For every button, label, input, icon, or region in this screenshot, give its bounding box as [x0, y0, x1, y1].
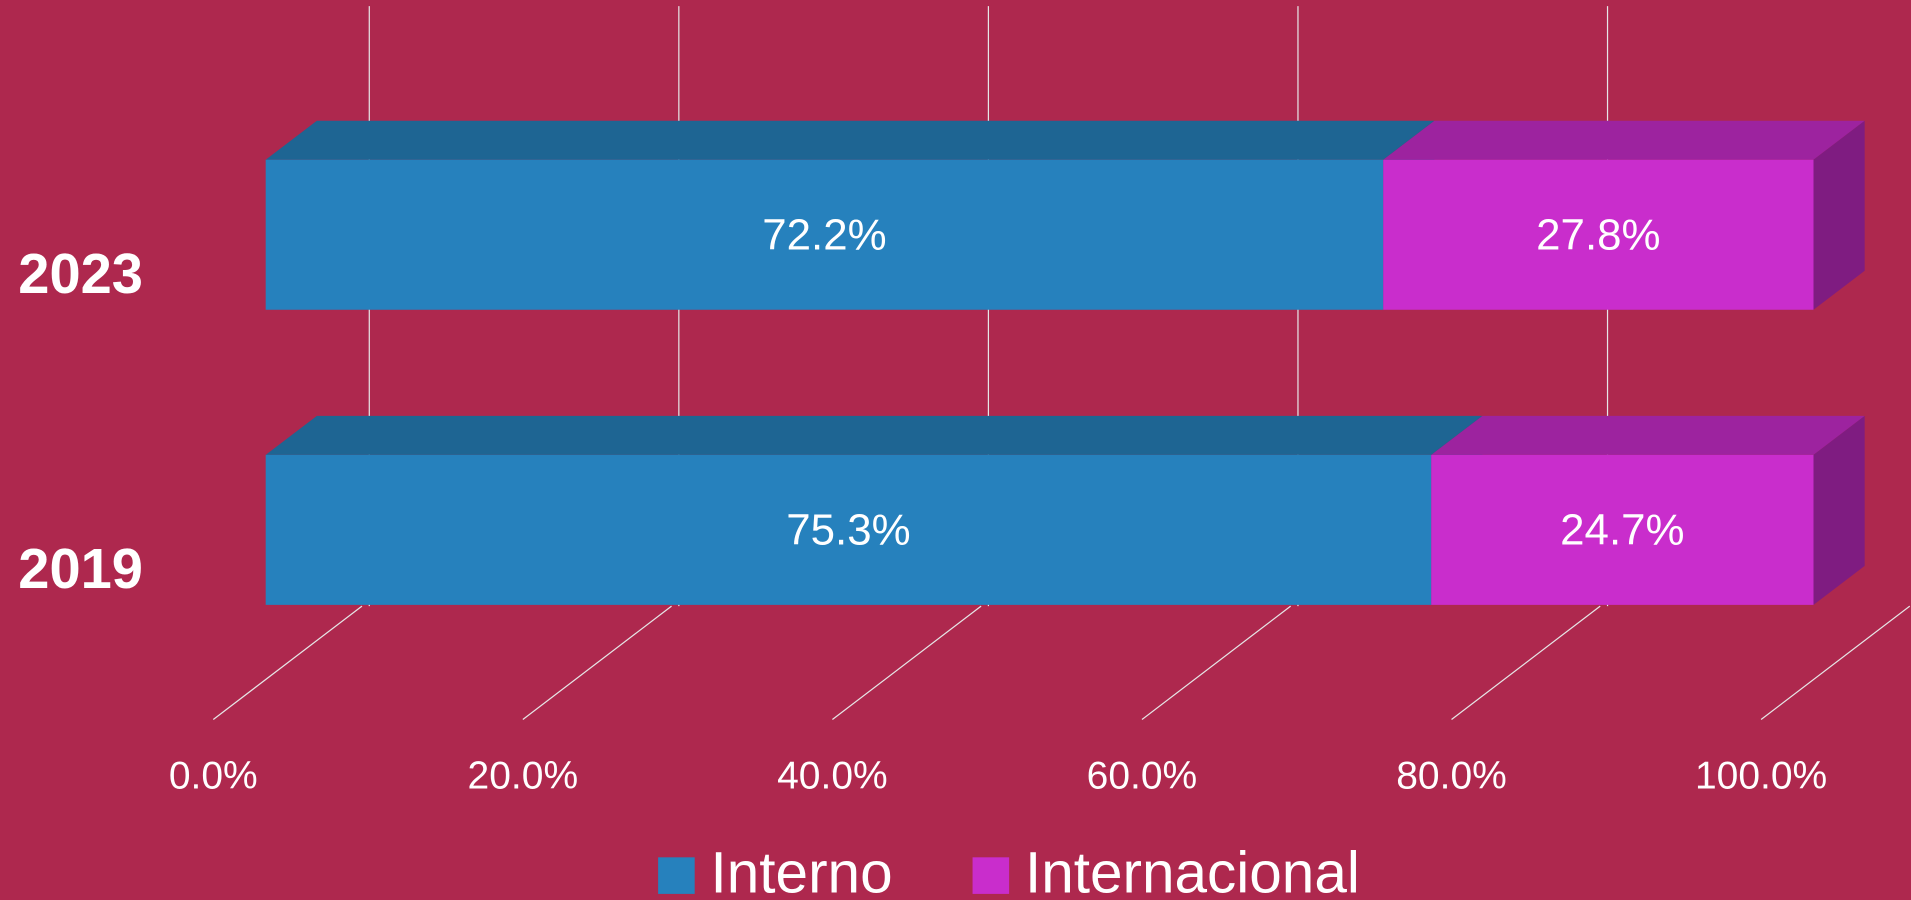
x-tick-label: 100.0%	[1695, 754, 1827, 797]
legend-label: Interno	[711, 840, 893, 900]
floor-line	[212, 605, 363, 720]
x-tick-label: 40.0%	[777, 754, 888, 797]
category-label: 2023	[18, 242, 143, 305]
category-label: 2019	[18, 537, 143, 600]
bar-side	[1813, 415, 1865, 605]
floor-line	[522, 605, 672, 720]
floor-line	[1451, 605, 1601, 720]
value-label: 24.7%	[1560, 506, 1684, 555]
value-label: 75.3%	[786, 506, 910, 555]
bar	[265, 454, 1432, 605]
bar	[265, 159, 1384, 310]
x-tick-label: 60.0%	[1087, 754, 1198, 797]
bar-side	[1813, 120, 1865, 310]
bar-top	[1431, 415, 1865, 455]
bar-top	[265, 120, 1435, 160]
legend-swatch	[972, 857, 1010, 894]
legend-label: Internacional	[1025, 840, 1360, 900]
legend-swatch	[658, 857, 695, 894]
bar	[1431, 454, 1814, 605]
bars	[265, 120, 1865, 605]
bar	[1383, 159, 1814, 310]
floor-line	[1760, 605, 1911, 720]
x-tick-label: 80.0%	[1396, 754, 1507, 797]
floor-line	[1141, 605, 1292, 720]
labels: 0.0% 20.0% 40.0% 60.0% 80.0% 100.0% 2023 72.2% 2…	[18, 210, 1827, 900]
floor-line	[832, 605, 982, 720]
x-tick-label: 0.0%	[169, 754, 258, 797]
bar-top	[265, 415, 1483, 455]
x-tick-label: 20.0%	[468, 754, 579, 797]
value-label: 27.8%	[1536, 210, 1660, 259]
bar-top	[1383, 120, 1865, 160]
value-label: 72.2%	[762, 210, 886, 259]
grid	[212, 6, 1911, 720]
